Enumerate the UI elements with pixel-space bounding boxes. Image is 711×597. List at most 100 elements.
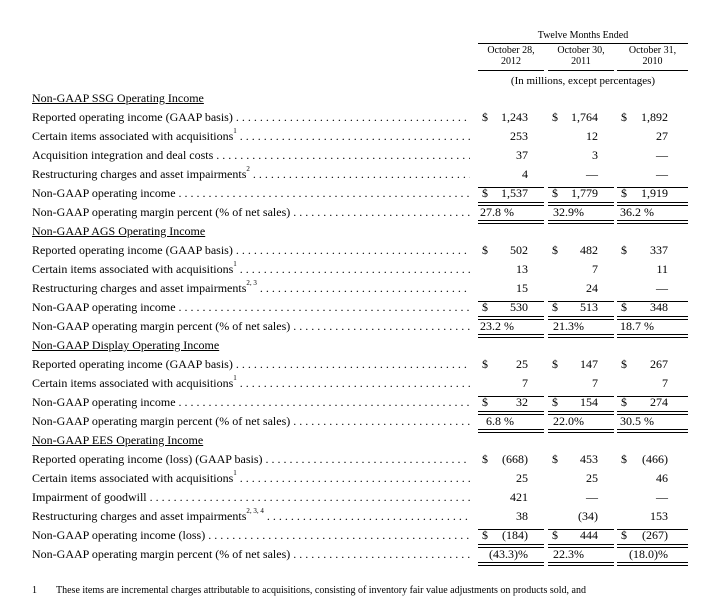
currency-symbol: $ [552,395,558,409]
cell-value: 444 [580,528,598,542]
cell-value: — [656,167,668,181]
row-label-text: Non-GAAP operating margin percent (% of … [32,319,291,333]
total-double-rule [478,316,544,320]
subtotal-rule [617,396,688,397]
cell-value: 6.8 % [486,414,514,428]
currency-symbol: $ [621,243,627,257]
currency-symbol: $ [482,528,488,542]
subtotal-rule [478,187,544,188]
margin-double-rule [617,562,688,566]
row-label: Certain items associated with acquisitio… [32,469,237,486]
footnote-ref: 2, 3, 4 [246,507,264,515]
row-label: Certain items associated with acquisitio… [32,127,237,144]
row-label: Non-GAAP operating margin percent (% of … [32,319,290,334]
dot-leader: . . . . . . . . . . . . . . . . . . . . … [235,357,470,371]
currency-symbol: $ [482,186,488,200]
section-title: Non-GAAP EES Operating Income [32,433,204,447]
dot-leader: . . . . . . . . . . . . . . . . . . . . … [235,243,470,257]
subtotal-rule [617,529,688,530]
cell-value: — [656,490,668,504]
cell-value: 27 [656,129,668,143]
currency-symbol: $ [621,357,627,371]
cell-value: (184) [502,528,528,542]
cell-value: 502 [510,243,528,257]
row-label: Restructuring charges and asset impairme… [32,165,250,182]
section-title: Non-GAAP SSG Operating Income [32,91,204,105]
subtotal-rule [548,301,614,302]
dot-leader: . . . . . . . . . . . . . . . . . . . . … [239,471,470,485]
row-label: Non-GAAP operating margin percent (% of … [32,414,290,429]
currency-symbol: $ [621,528,627,542]
row-label: Non-GAAP operating margin percent (% of … [32,205,290,220]
cell-value: — [656,148,668,162]
currency-symbol: $ [552,110,558,124]
cell-value: (34) [578,509,598,523]
column-rule [617,70,688,71]
row-label: Reported operating income (GAAP basis) [32,357,233,372]
subtotal-rule [478,301,544,302]
cell-value: 30.5 % [620,414,654,428]
currency-symbol: $ [552,300,558,314]
currency-symbol: $ [482,300,488,314]
footnote-ref: 2 [246,165,250,173]
dot-leader: . . . . . . . . . . . . . . . . . . . . … [216,148,470,162]
row-label-text: Impairment of goodwill [32,490,147,504]
total-double-rule [548,411,614,415]
section-title: Non-GAAP Display Operating Income [32,338,220,352]
row-label: Non-GAAP operating margin percent (% of … [32,547,290,562]
dot-leader: . . . . . . . . . . . . . . . . . . . . … [239,129,470,143]
row-label: Certain items associated with acquisitio… [32,374,237,391]
table-row: Non-GAAP operating income $32 $154 $274 . . … [32,395,700,414]
footnote-ref: 2, 3 [246,279,257,287]
dot-leader: . . . . . . . . . . . . . . . . . . . . … [293,319,470,333]
table-row: Reported operating income (GAAP basis) $5… [32,243,700,262]
cell-value: 36.2 % [620,205,654,219]
dot-leader: . . . . . . . . . . . . . . . . . . . . … [178,300,470,314]
row-label-text: Restructuring charges and asset impairme… [32,167,247,181]
column-header-line1: October 28, [487,45,535,56]
cell-value: 7 [662,376,668,390]
dot-leader: . . . . . . . . . . . . . . . . . . . . … [259,281,470,295]
footnote-ref: 1 [233,260,237,268]
cell-value: 530 [510,300,528,314]
currency-symbol: $ [621,300,627,314]
footnote-ref: 1 [233,127,237,135]
column-header-line1: October 30, [557,45,605,56]
table-row: Impairment of goodwill 421 — — . . . . . . .… [32,490,700,509]
row-label: Non-GAAP operating income [32,186,176,201]
row-label-text: Reported operating income (GAAP basis) [32,357,233,371]
dot-leader: . . . . . . . . . . . . . . . . . . . . … [293,205,470,219]
row-label: Non-GAAP operating income [32,395,176,410]
total-double-rule [548,316,614,320]
cell-value: 37 [516,148,528,162]
column-rule [478,70,544,71]
total-double-rule [617,316,688,320]
row-label-text: Reported operating income (GAAP basis) [32,243,233,257]
table-row: Certain items associated with acquisitio… [32,260,700,281]
cell-value: 25 [516,357,528,371]
column-header-2010: October 31, 2010 [617,45,688,67]
cell-value: 32.9% [553,205,584,219]
dot-leader: . . . . . . . . . . . . . . . . . . . . … [239,262,470,276]
row-label: Impairment of goodwill [32,490,147,505]
cell-value: 12 [586,129,598,143]
cell-value: (668) [502,452,528,466]
margin-double-rule [548,429,614,433]
cell-value: 25 [516,471,528,485]
cell-value: 421 [510,490,528,504]
currency-symbol: $ [482,452,488,466]
cell-value: 154 [580,395,598,409]
total-double-rule [617,544,688,548]
row-label-text: Acquisition integration and deal costs [32,148,214,162]
table-row: Certain items associated with acquisitio… [32,374,700,395]
section-title: Non-GAAP AGS Operating Income [32,224,206,238]
column-header-line2: 2010 [642,56,663,67]
cell-value: (466) [642,452,668,466]
cell-value: 7 [522,376,528,390]
cell-value: 32 [516,395,528,409]
cell-value: 3 [592,148,598,162]
dot-leader: . . . . . . . . . . . . . . . . . . . . … [239,376,470,390]
subtotal-rule [617,187,688,188]
dot-leader: . . . . . . . . . . . . . . . . . . . . … [293,414,470,428]
margin-double-rule [548,220,614,224]
